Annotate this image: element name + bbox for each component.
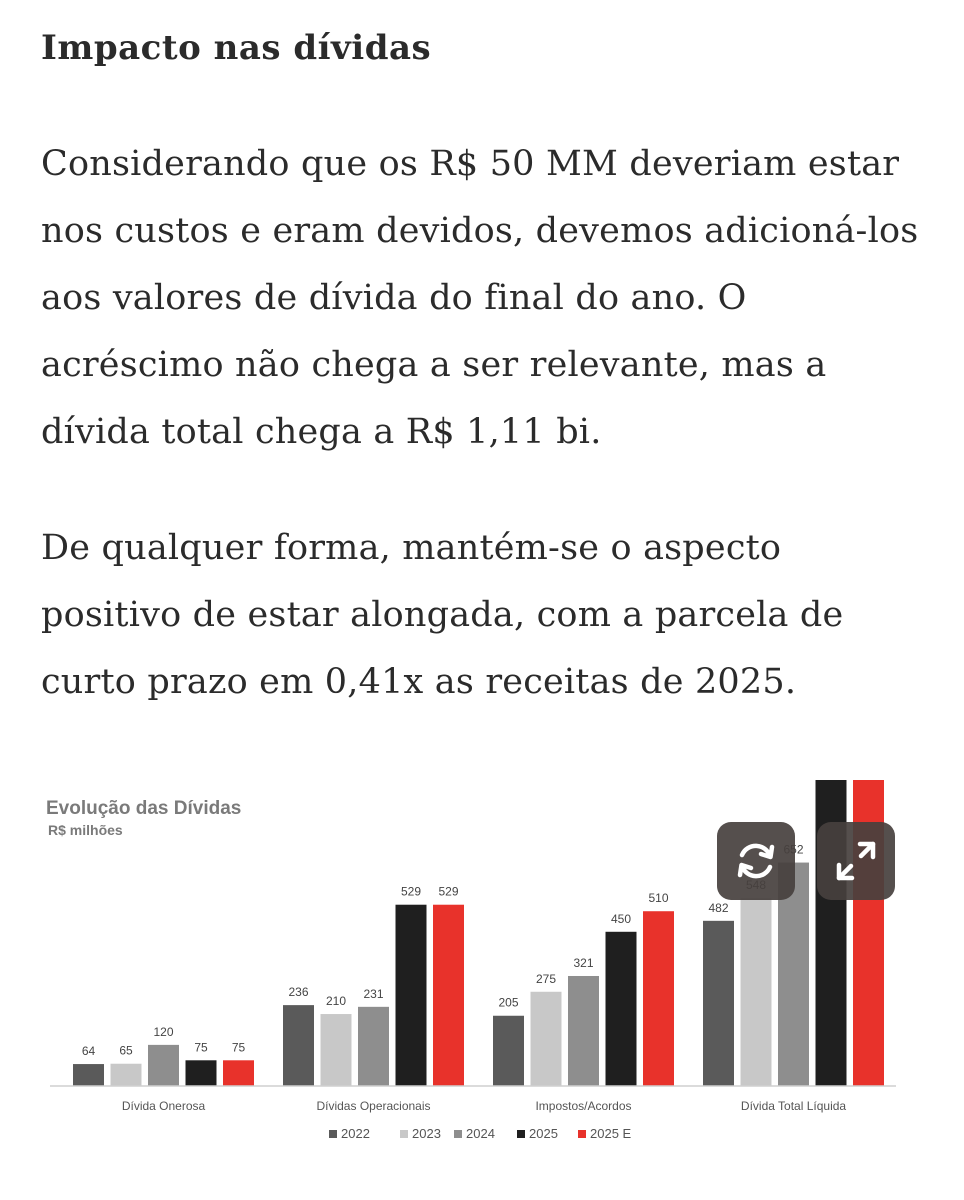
category-label-3: Dívida Total Líquida [741, 1099, 847, 1113]
data-label-0-3: 75 [194, 1040, 208, 1054]
data-label-2-3: 450 [611, 912, 631, 926]
bar-0-4 [223, 1060, 254, 1086]
chart-subtitle: R$ milhões [48, 822, 123, 838]
legend-label-0: 2022 [341, 1126, 370, 1141]
bar-2-0 [493, 1015, 524, 1086]
legend-swatch-3 [517, 1130, 525, 1138]
data-label-1-1: 210 [326, 994, 346, 1008]
bar-1-1 [320, 1014, 352, 1086]
debt-chart: Evolução das Dívidas R$ milhões 64 65 120 7… [30, 705, 910, 1180]
bar-2-2 [568, 975, 599, 1086]
category-label-1: Dívidas Operacionais [316, 1099, 430, 1113]
data-label-2-2: 321 [573, 956, 593, 970]
debt-chart-svg: Evolução das Dívidas R$ milhões 64 65 120 7… [46, 705, 896, 1141]
legend-label-2: 2024 [466, 1126, 495, 1141]
data-label-2-0: 205 [498, 996, 518, 1010]
bar-1-0 [283, 1005, 314, 1086]
data-label-2-1: 275 [536, 972, 556, 986]
bar-0-3 [185, 1060, 217, 1086]
bar-0-1 [110, 1063, 142, 1086]
bar-1-4 [433, 904, 464, 1086]
category-labels: Dívida Onerosa Dívidas Operacionais Impost… [122, 1099, 847, 1113]
legend-swatch-4 [578, 1130, 586, 1138]
bar-2-1 [530, 991, 562, 1086]
data-label-0-2: 120 [153, 1025, 173, 1039]
bar-2-4 [643, 911, 674, 1086]
bar-1-3 [395, 904, 427, 1086]
legend-swatch-2 [454, 1130, 462, 1138]
legend-label-4: 2025 E [590, 1126, 632, 1141]
data-label-1-3: 529 [401, 885, 421, 899]
refresh-icon [737, 843, 775, 879]
section-heading: Impacto nas dívidas [41, 28, 432, 68]
data-label-0-0: 64 [82, 1044, 96, 1058]
data-label-0-4: 75 [232, 1040, 246, 1054]
bar-3-1 [740, 898, 772, 1086]
chart-title: Evolução das Dívidas [46, 798, 241, 819]
legend: 2022 2023 2024 2025 2025 E [329, 1126, 632, 1141]
data-label-0-1: 65 [119, 1044, 133, 1058]
data-label-3-0: 482 [708, 901, 728, 915]
bar-1-2 [358, 1006, 389, 1086]
bar-0-2 [148, 1044, 179, 1086]
data-label-2-4: 510 [648, 891, 668, 905]
data-label-1-4: 529 [438, 885, 458, 899]
paragraph-short-term: De qualquer forma, mantém-se o aspecto p… [41, 528, 844, 702]
legend-label-3: 2025 [529, 1126, 558, 1141]
expand-button[interactable] [817, 822, 895, 900]
category-label-2: Impostos/Acordos [535, 1099, 631, 1113]
legend-swatch-1 [400, 1130, 408, 1138]
legend-swatch-0 [329, 1130, 337, 1138]
legend-label-1: 2023 [412, 1126, 441, 1141]
bar-3-0 [703, 920, 734, 1086]
bar-0-0 [73, 1064, 104, 1086]
paragraph-debt-impact: Considerando que os R$ 50 MM deveriam es… [41, 144, 919, 452]
refresh-button[interactable] [717, 822, 795, 900]
category-label-0: Dívida Onerosa [122, 1099, 206, 1113]
bar-3-3 [815, 722, 847, 1086]
bars-group: 64 65 120 75 75 236 210 231 529 529 205 275 321 450 51… [73, 705, 884, 1086]
data-label-1-2: 231 [363, 987, 383, 1001]
expand-icon [836, 841, 876, 881]
bar-2-3 [605, 931, 637, 1086]
data-label-1-0: 236 [288, 985, 308, 999]
